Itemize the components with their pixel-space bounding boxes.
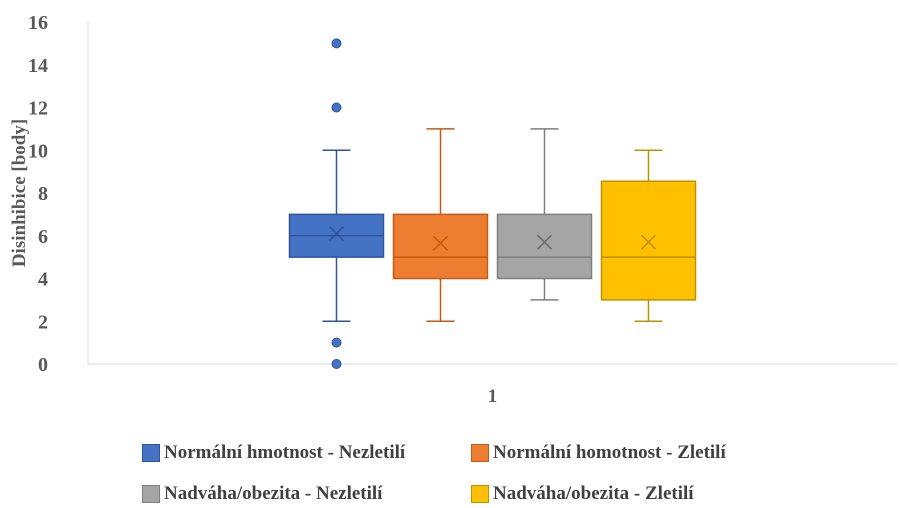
y-tick-label: 14 [28, 55, 48, 77]
legend-row-2: Nadváha/obezita - Nezletilí Nadváha/obez… [0, 481, 902, 507]
y-tick-label: 0 [38, 354, 48, 376]
mean-marker [432, 235, 449, 251]
mean-marker-stroke [536, 234, 553, 250]
legend-label: Nadváha/obezita - Nezletilí [164, 483, 383, 504]
legend-swatch [471, 485, 489, 503]
y-tick-label: 10 [28, 140, 48, 162]
outlier-point [331, 102, 342, 113]
outlier-point [331, 38, 342, 49]
legend-label: Nadváha/obezita - Zletilí [493, 483, 694, 504]
outlier-point [331, 337, 342, 348]
mean-marker [328, 226, 345, 242]
chart-plot-area: 0 2 4 6 8 10 12 14 16 Disinhibice [body] 1 [9, 12, 897, 407]
legend-item: Nadváha/obezita - Nezletilí [142, 481, 382, 507]
box-iqr [392, 213, 489, 280]
y-tick-label: 16 [28, 12, 48, 34]
mean-marker-stroke [640, 234, 657, 250]
y-axis-title: Disinhibice [body] [9, 119, 30, 267]
mean-marker-stroke [432, 235, 449, 251]
legend-row-1: Normální hmotnost - Nezletilí Normální h… [0, 440, 902, 466]
legend-label: Normální hmotnost - Nezletilí [164, 442, 406, 463]
x-tick-label: 1 [488, 386, 498, 407]
outlier-point [331, 359, 342, 369]
legend-swatch [471, 444, 489, 462]
legend-label: Normální homotnost - Zletilí [493, 442, 726, 463]
mean-marker [536, 234, 553, 250]
legend-swatch [142, 444, 160, 462]
mean-marker [640, 234, 657, 250]
y-tick-label: 8 [38, 183, 48, 205]
mean-marker-stroke [328, 226, 345, 242]
legend-item: Normální hmotnost - Nezletilí [142, 440, 405, 466]
y-tick-label: 4 [38, 269, 48, 291]
box-iqr [600, 180, 697, 301]
legend-item: Normální homotnost - Zletilí [471, 440, 726, 466]
y-tick-label: 6 [38, 226, 48, 248]
legend-item: Nadváha/obezita - Zletilí [471, 481, 694, 507]
y-tick-label: 12 [28, 98, 48, 120]
legend-swatch [142, 485, 160, 503]
y-tick-label: 2 [38, 311, 48, 333]
box-iqr [496, 213, 593, 280]
